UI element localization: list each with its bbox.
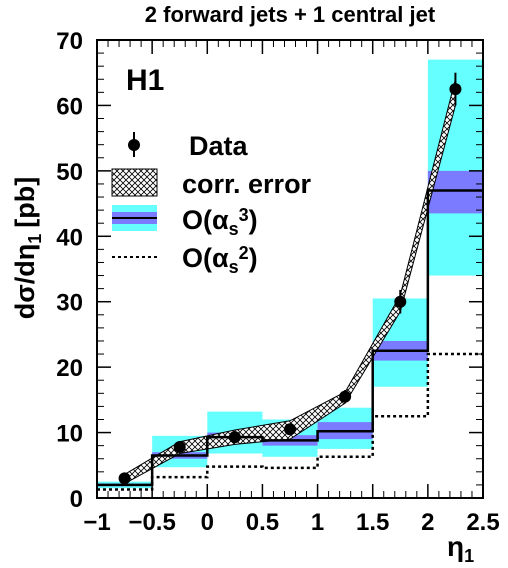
x-tick-label: 0.5 — [246, 509, 279, 536]
y-tick-label: 70 — [56, 28, 83, 55]
experiment-label: H1 — [126, 64, 164, 97]
x-tick-label: 0 — [201, 509, 214, 536]
data-point — [118, 472, 131, 485]
corr-error-group — [124, 79, 456, 485]
y-tick-label: 40 — [56, 224, 83, 251]
data-points-group — [118, 72, 462, 485]
nlo-band-inner — [427, 170, 483, 214]
legend-corr-label: corr. error — [182, 169, 312, 199]
x-tick-label: 1 — [311, 509, 324, 536]
x-tick-label: 1.5 — [356, 509, 389, 536]
data-point — [339, 390, 352, 403]
y-tick-label: 30 — [56, 290, 83, 317]
x-tick-labels: −1 −0.5 0 0.5 1 1.5 2 2.5 — [83, 509, 499, 536]
nlo-histogram — [97, 189, 483, 487]
histogram-group — [97, 189, 483, 491]
y-tick-label: 60 — [56, 93, 83, 120]
plot-frame — [96, 39, 484, 499]
ticks-group — [96, 39, 484, 499]
legend-nlo-label: O(αs3) — [182, 205, 258, 239]
y-tick-labels: 0 10 20 30 40 50 60 70 — [56, 28, 83, 513]
y-tick-label: 50 — [56, 159, 83, 186]
y-tick-label: 20 — [56, 355, 83, 382]
lo-histogram — [97, 352, 483, 491]
y-axis-label: dσ/dη1[pb] — [10, 177, 45, 319]
legend: Data corr. error O(αs3) O(αs2) — [111, 131, 312, 277]
data-point — [449, 83, 462, 96]
legend-corr-swatch — [111, 168, 158, 197]
data-point — [394, 295, 407, 308]
x-axis-label: η1 — [447, 531, 474, 566]
legend-data-label: Data — [189, 131, 249, 161]
data-point — [284, 423, 296, 436]
x-tick-label: 2 — [421, 509, 434, 536]
legend-data-marker — [128, 132, 140, 157]
chart-title: 2 forward jets + 1 central jet — [145, 2, 436, 27]
data-point — [173, 440, 186, 453]
x-tick-label: 2.5 — [466, 509, 499, 536]
data-point — [228, 431, 241, 444]
legend-nlo-swatch — [112, 205, 157, 231]
legend-lo-label: O(αs2) — [182, 243, 258, 277]
y-tick-label: 0 — [70, 486, 83, 513]
x-tick-label: −0.5 — [128, 509, 175, 536]
corr-error-band — [124, 79, 456, 485]
y-tick-label: 10 — [56, 421, 83, 448]
x-tick-label: −1 — [83, 509, 110, 536]
